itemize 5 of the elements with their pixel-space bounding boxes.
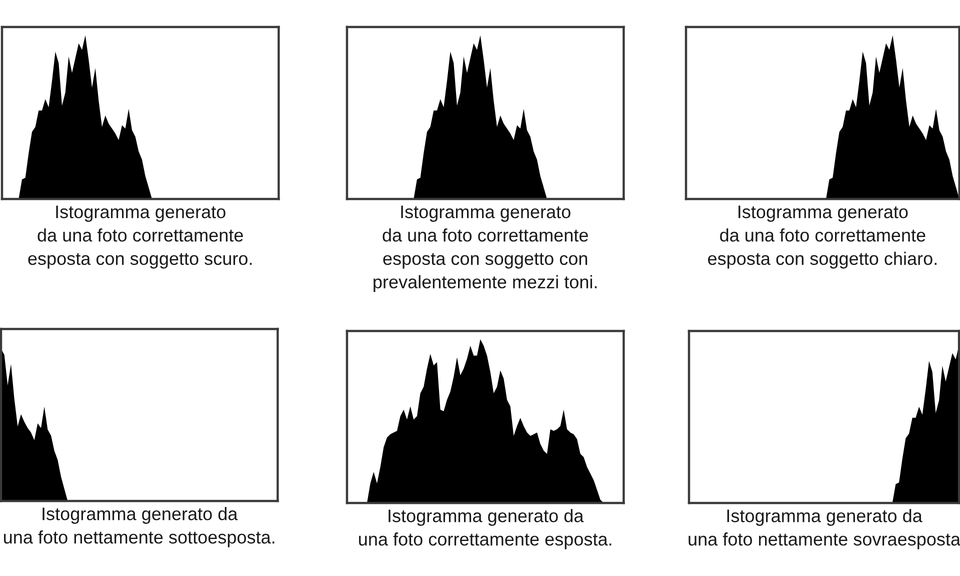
text: Istogramma generato da una foto correttamente esposta con soggetto chiaro. [708, 206, 936, 269]
text: Istogramma generato da una foto correttamente esposta con soggetto con prevalentemente mezzi toni. [374, 206, 597, 292]
text: Istogramma generato da una foto correttamente esposta. [359, 509, 612, 550]
text: Istogramma generato da una foto nettamente sottoesposta. [4, 507, 274, 548]
text: Istogramma generato da una foto correttamente esposta con soggetto scuro. [28, 206, 252, 269]
